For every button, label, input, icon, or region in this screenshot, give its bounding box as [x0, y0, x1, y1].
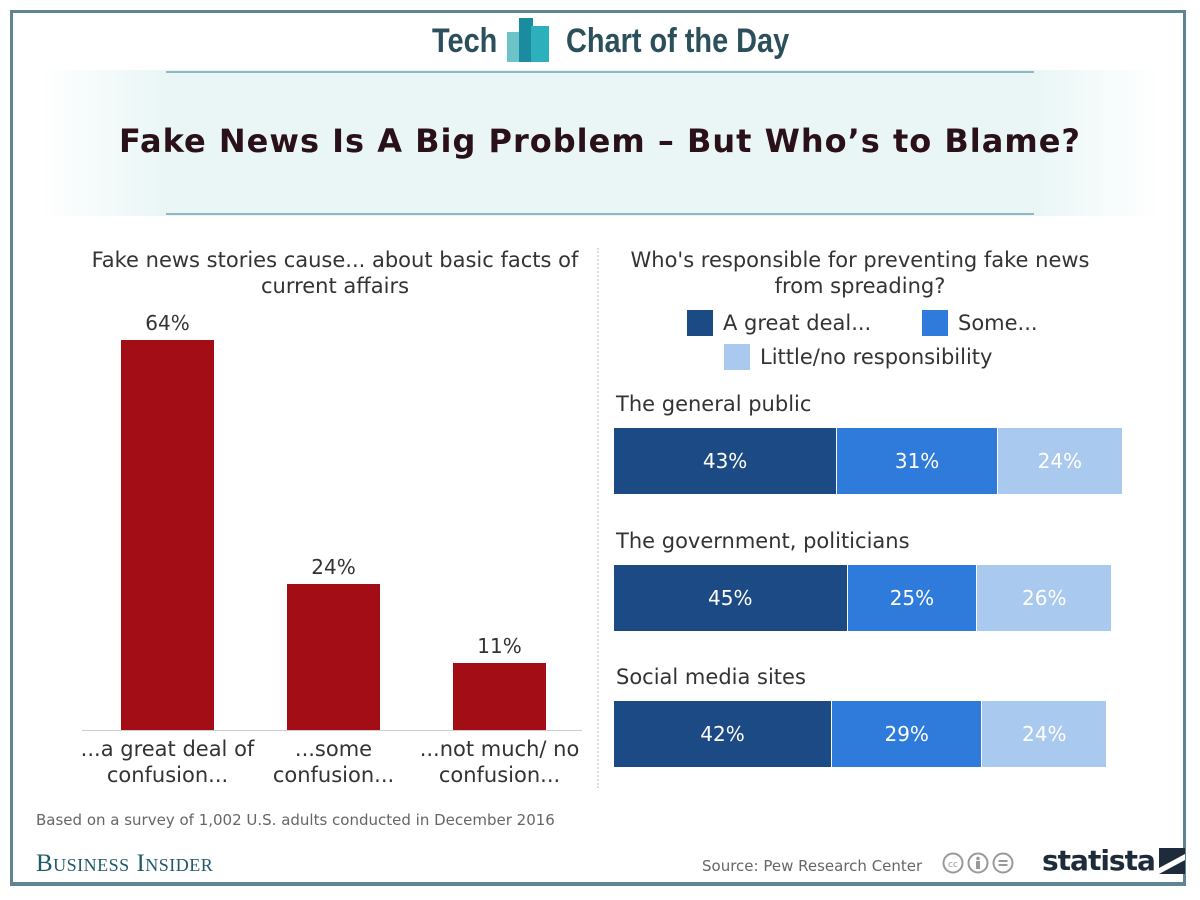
statista-logo: statista	[1042, 844, 1185, 877]
bar	[121, 340, 214, 730]
bar-segment: 29%	[831, 701, 983, 767]
title-band	[40, 70, 1160, 216]
bar	[453, 663, 546, 730]
legend-swatch	[724, 344, 750, 370]
svg-text:cc: cc	[948, 860, 958, 870]
bar-segment: 26%	[977, 565, 1113, 631]
data-label: 24%	[311, 554, 356, 579]
data-label: 11%	[477, 634, 522, 658]
bar-segment: 42%	[614, 701, 832, 767]
legend-item: A great deal...	[687, 310, 871, 336]
header-tech: Tech	[432, 22, 498, 60]
bar-segment: 24%	[998, 428, 1123, 494]
bar	[287, 583, 380, 730]
data-label: 64%	[145, 311, 190, 336]
statista-wordmark: statista	[1042, 844, 1156, 877]
category-label: Social media sites	[616, 665, 806, 689]
by-icon	[967, 852, 989, 874]
cc-icon: cc	[942, 852, 964, 874]
category-label: The general public	[616, 392, 812, 416]
footnote: Based on a survey of 1,002 U.S. adults c…	[36, 811, 555, 829]
frame	[10, 10, 1186, 886]
bar-segment: 25%	[847, 565, 978, 631]
header-chart-of-the-day: Chart of the Day	[566, 22, 790, 60]
divider	[166, 213, 1034, 215]
chart-logo-icon	[507, 18, 549, 62]
divider	[166, 71, 1034, 73]
category-label: ...a great deal of confusion...	[80, 737, 255, 787]
category-label: ...not much/ no confusion...	[419, 737, 580, 787]
baseline	[82, 730, 582, 731]
page-title: Fake News Is A Big Problem – But Who’s t…	[119, 122, 1081, 160]
separator	[597, 248, 599, 788]
legend-swatch	[922, 310, 948, 336]
right-chart-title: Who's responsible for preventing fake ne…	[630, 248, 1090, 298]
nd-icon	[992, 852, 1014, 874]
license-icons: cc	[942, 852, 1014, 874]
legend-label: Little/no responsibility	[760, 345, 993, 369]
brand-logo: Business Insider	[36, 850, 214, 877]
legend-item: Some...	[922, 310, 1038, 336]
bar-segment: 24%	[982, 701, 1108, 767]
legend-swatch	[687, 310, 713, 336]
bar-segment: 31%	[837, 428, 999, 494]
legend-item: Little/no responsibility	[724, 344, 992, 370]
bar-segment: 43%	[614, 428, 838, 494]
legend-label: Some...	[958, 311, 1038, 335]
category-label: ...some confusion...	[272, 737, 395, 787]
statista-mark-icon	[1158, 847, 1185, 874]
source: Source: Pew Research Center	[702, 857, 923, 875]
bar-segment: 45%	[614, 565, 848, 631]
category-label: The government, politicians	[616, 529, 910, 553]
legend-label: A great deal...	[723, 311, 872, 335]
left-chart-title: Fake news stories cause... about basic f…	[91, 248, 579, 298]
